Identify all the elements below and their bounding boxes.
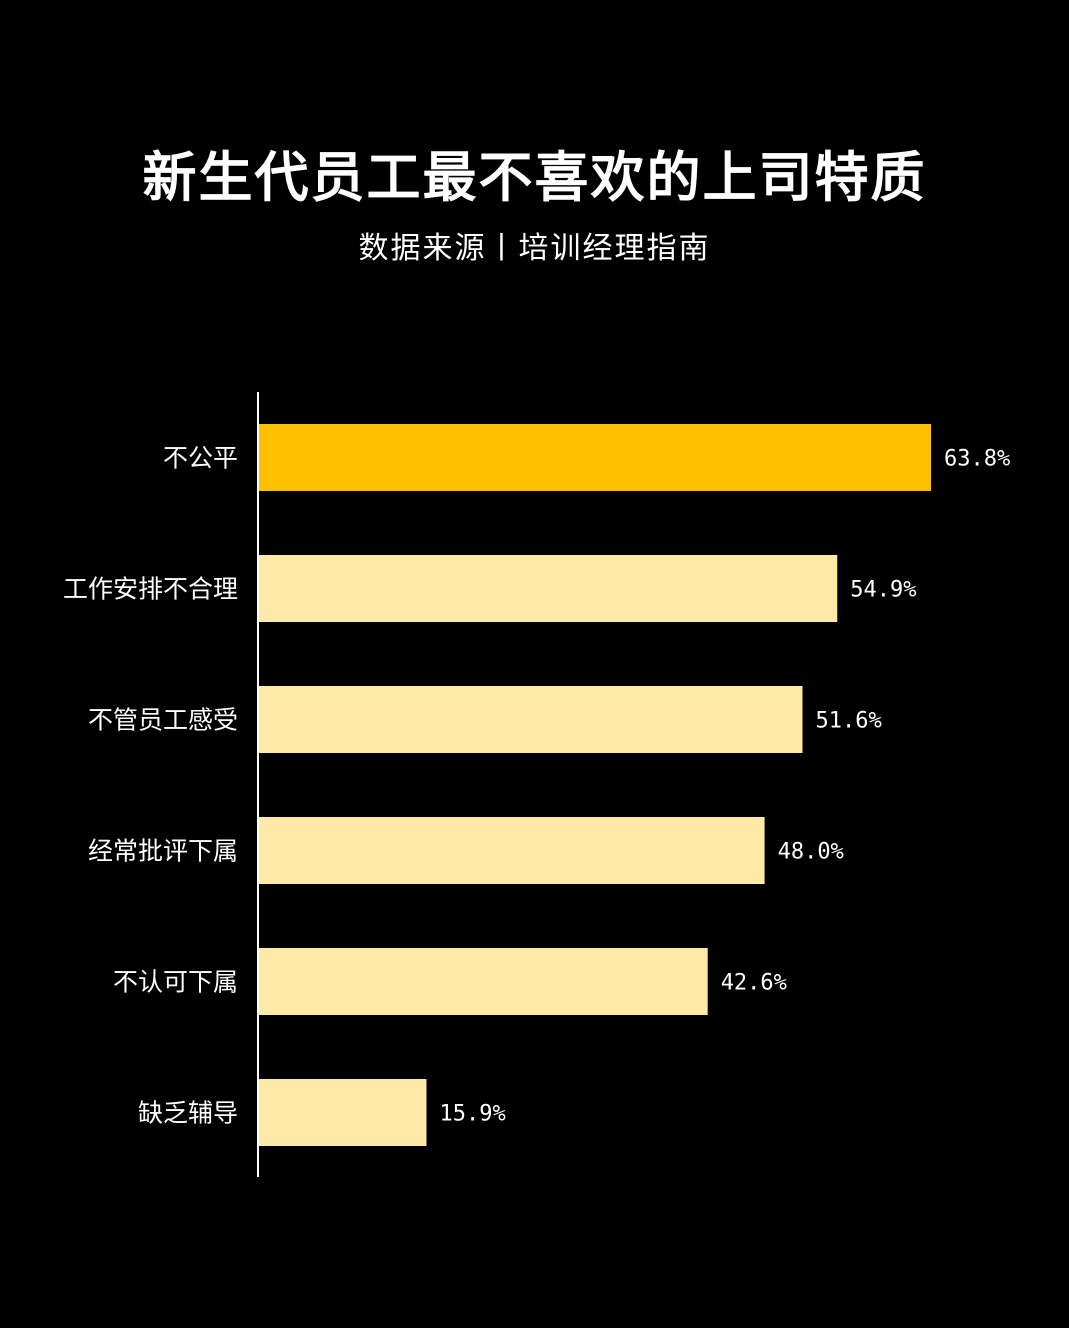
bar-5 xyxy=(259,948,708,1015)
category-label-6: 缺乏辅导 xyxy=(138,1099,238,1128)
category-label-1: 不公平 xyxy=(163,444,238,473)
chart-title: 新生代员工最不喜欢的上司特质 xyxy=(142,146,927,209)
bar-4 xyxy=(259,817,765,884)
bar-3 xyxy=(259,686,803,753)
category-label-2: 工作安排不合理 xyxy=(63,575,238,604)
bar-6 xyxy=(259,1079,427,1146)
value-label-3: 51.6% xyxy=(815,709,881,734)
value-label-1: 63.8% xyxy=(944,447,1010,472)
value-label-4: 48.0% xyxy=(778,840,844,865)
value-label-5: 42.6% xyxy=(721,971,787,996)
chart-subtitle: 数据来源丨培训经理指南 xyxy=(358,231,711,266)
category-label-3: 不管员工感受 xyxy=(88,706,238,735)
category-label-5: 不认可下属 xyxy=(113,968,238,997)
bar-2 xyxy=(259,555,838,622)
category-label-4: 经常批评下属 xyxy=(88,837,238,866)
value-label-6: 15.9% xyxy=(439,1102,505,1127)
bar-1 xyxy=(259,424,931,491)
value-label-2: 54.9% xyxy=(850,578,916,603)
